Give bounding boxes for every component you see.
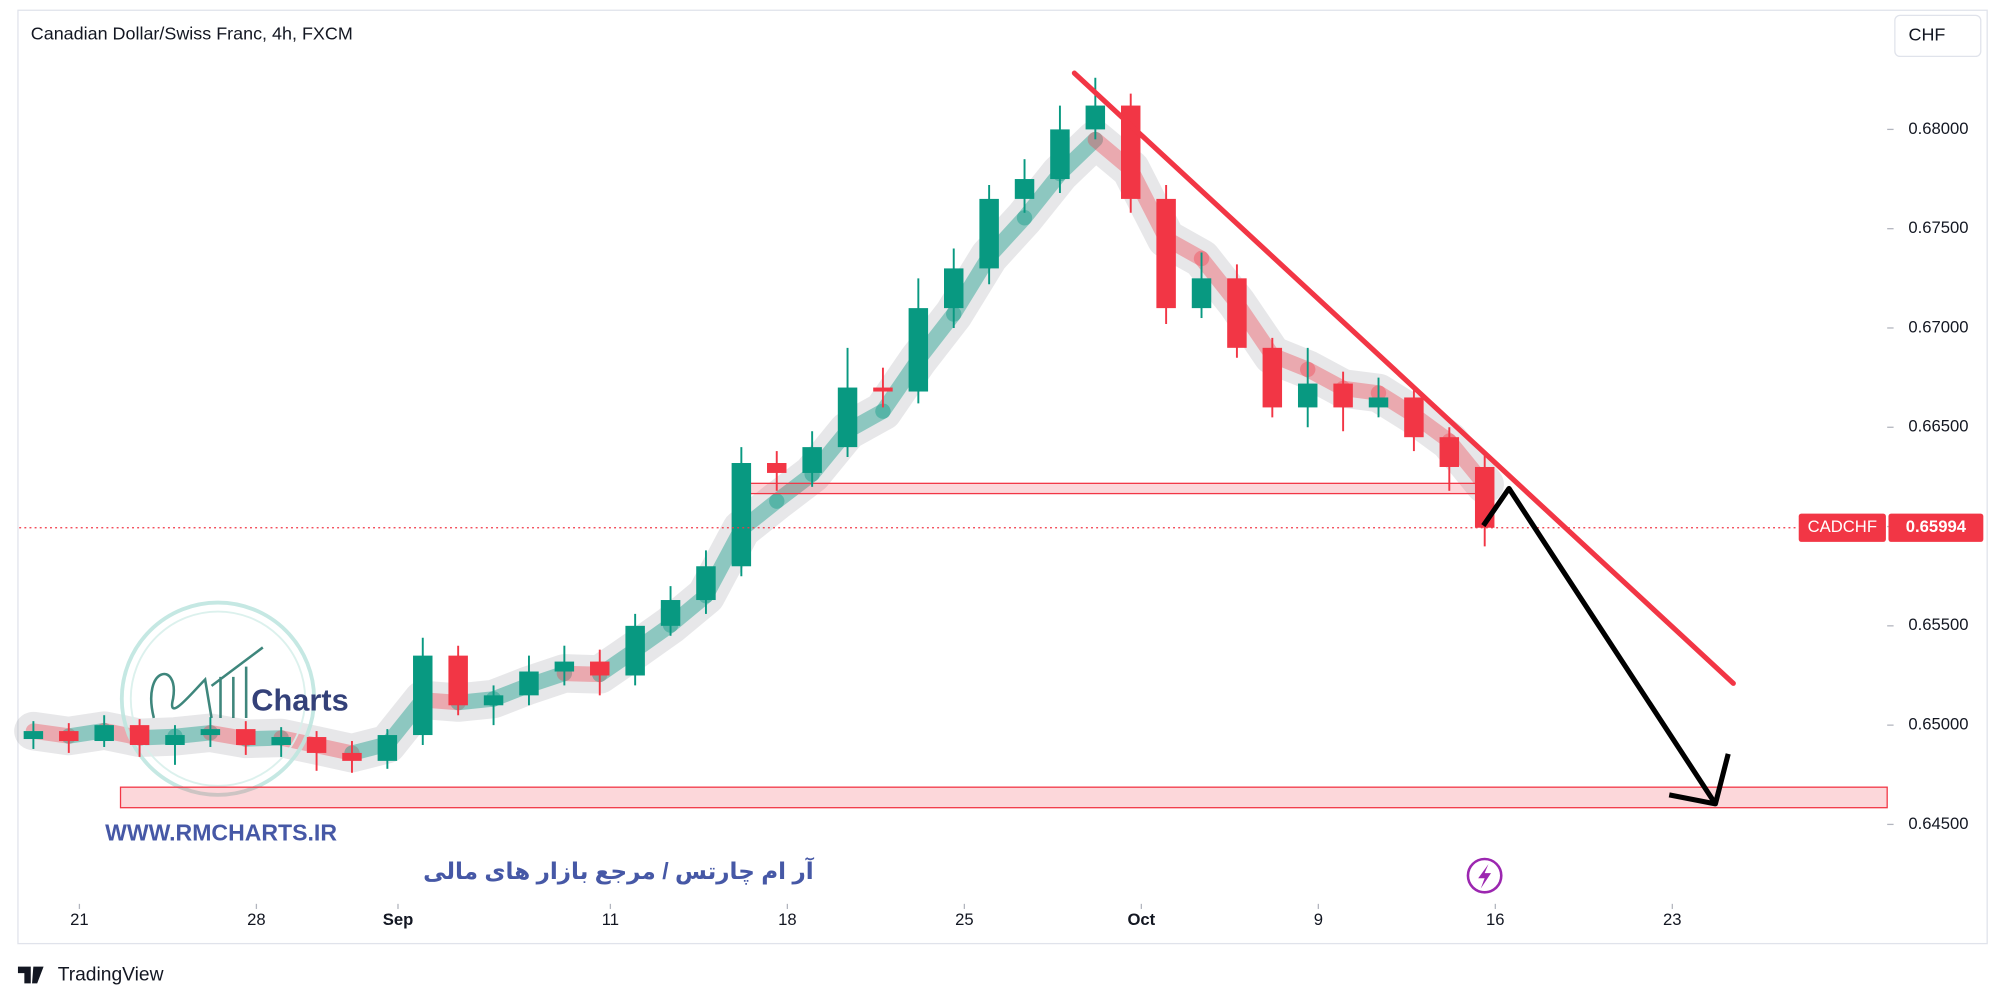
- candle-body: [413, 655, 433, 736]
- price-badge: [1888, 513, 1984, 542]
- candle-body: [1404, 397, 1424, 438]
- candle-body: [1474, 466, 1495, 528]
- ma-segment: [1016, 165, 1068, 226]
- candle-body: [519, 671, 539, 696]
- footer-brand: TradingView: [58, 965, 164, 986]
- x-tick-label: 11: [602, 910, 619, 929]
- y-tick-label: 0.67500: [1908, 218, 1968, 237]
- candle-body: [1368, 397, 1389, 408]
- currency-label[interactable]: CHF: [1908, 25, 1945, 45]
- candle-body: [944, 268, 964, 309]
- logo-ring: [119, 600, 317, 797]
- candle-body: [625, 625, 645, 676]
- candle-body: [306, 737, 327, 753]
- resistance-zone: [746, 482, 1488, 495]
- candle-body: [165, 735, 185, 745]
- candle-body: [1227, 278, 1247, 348]
- candle-body: [1156, 198, 1176, 309]
- x-tick-label: 28: [247, 910, 266, 929]
- event-bolt[interactable]: [1478, 864, 1492, 889]
- watermark-logo: Charts: [119, 600, 349, 797]
- y-tick-label: 0.66500: [1908, 417, 1968, 436]
- watermark-subtitle: آر ام چارتس / مرجع بازار های مالی: [423, 856, 815, 885]
- watermark-url: WWW.RMCHARTS.IR: [105, 820, 337, 846]
- ma-segment: [769, 466, 820, 509]
- candle-body: [873, 387, 893, 392]
- candle-body: [448, 655, 468, 706]
- x-tick-label: Sep: [383, 910, 414, 929]
- candle-body: [236, 729, 256, 745]
- y-tick-label: 0.65500: [1908, 615, 1968, 634]
- candle-body: [837, 387, 858, 448]
- y-tick-label: 0.68000: [1908, 119, 1968, 138]
- candle-body: [23, 731, 44, 740]
- candle-body: [1262, 347, 1283, 408]
- candle-body: [1085, 105, 1106, 130]
- candle-body: [1297, 383, 1318, 408]
- event-icon[interactable]: [1466, 857, 1503, 894]
- logo-sketch: [149, 646, 264, 719]
- arrow-head: [1668, 753, 1731, 807]
- y-tick-label: 0.64500: [1908, 814, 1968, 833]
- chart-frame: [17, 9, 1988, 945]
- chart-title: Canadian Dollar/Swiss Franc, 4h, FXCM: [31, 23, 353, 43]
- x-tick-label: Oct: [1127, 910, 1155, 929]
- candle-body: [1333, 383, 1353, 408]
- candle-body: [1050, 129, 1070, 180]
- candle-body: [979, 198, 999, 269]
- candle-body: [660, 600, 681, 626]
- x-tick-label: 23: [1663, 910, 1682, 929]
- candle-body: [342, 752, 362, 761]
- candle-body: [483, 695, 504, 706]
- logo-text: Charts: [251, 683, 348, 718]
- symbol-badge: [1798, 513, 1886, 542]
- candle-body: [200, 729, 221, 736]
- x-tick-label: 16: [1486, 910, 1505, 929]
- candle-body: [271, 737, 291, 745]
- x-tick-label: 18: [778, 910, 797, 929]
- x-tick-label: 25: [955, 910, 974, 929]
- symbol-label: CADCHF: [1808, 517, 1877, 536]
- candle-body: [1014, 179, 1035, 199]
- x-tick-label: 21: [70, 910, 89, 929]
- tv-logo: [17, 966, 44, 984]
- candle-body: [1191, 278, 1212, 309]
- candle-body: [554, 661, 575, 672]
- candle-body: [731, 463, 752, 567]
- y-tick-label: 0.67000: [1908, 317, 1968, 336]
- candle-body: [908, 308, 929, 392]
- currency-button[interactable]: [1894, 14, 1982, 58]
- candle-body: [94, 725, 114, 742]
- candle-body: [802, 447, 822, 473]
- candle-body: [696, 566, 716, 601]
- target-zone: [119, 786, 1888, 809]
- logo-ring: [129, 610, 307, 787]
- x-tick-label: 9: [1314, 910, 1323, 929]
- y-tick-label: 0.65000: [1908, 715, 1968, 734]
- candle-body: [377, 735, 398, 761]
- candle-body: [767, 463, 787, 473]
- trend-line: [1071, 70, 1736, 686]
- candle-body: [59, 731, 79, 742]
- last-price-label: 0.65994: [1906, 517, 1967, 536]
- projection-arrow: [1481, 485, 1718, 806]
- plot: [19, 77, 1799, 773]
- candle-body: [129, 725, 150, 745]
- candle-body: [590, 661, 610, 676]
- candle-body: [1439, 437, 1460, 467]
